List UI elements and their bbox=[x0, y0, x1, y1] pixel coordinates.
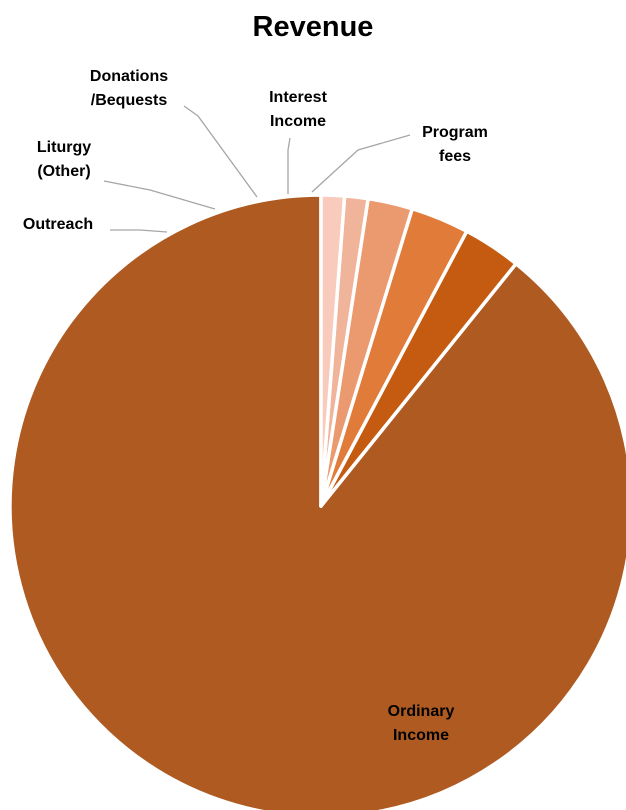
slice-label-outreach: Outreach bbox=[23, 216, 93, 233]
slice-label-line: Liturgy bbox=[37, 139, 91, 156]
slice-label-line: (Other) bbox=[37, 163, 90, 180]
leader-line-program-fees bbox=[311, 134, 411, 193]
slice-label-line: Income bbox=[270, 113, 326, 130]
chart-title: Revenue bbox=[253, 11, 374, 43]
slice-label-program-fees: Program fees bbox=[422, 124, 488, 165]
pie-slice-program-fees bbox=[319, 193, 347, 508]
pie-slice-ordinary-income bbox=[8, 193, 626, 810]
leader-line-liturgy-other bbox=[103, 180, 216, 210]
slice-label-ordinary-income: Ordinary Income bbox=[388, 703, 455, 744]
slice-label-line: Income bbox=[393, 727, 449, 744]
slice-label-interest-income: Interest Income bbox=[269, 89, 327, 130]
slice-label-line: Interest bbox=[269, 89, 327, 106]
leader-lines-layer bbox=[103, 105, 411, 233]
slice-label-liturgy-other: Liturgy (Other) bbox=[37, 139, 91, 180]
leader-line-donations-bequests bbox=[183, 105, 258, 198]
slice-label-donations-bequests: Donations/Bequests bbox=[90, 68, 168, 109]
slice-label-line: fees bbox=[439, 148, 471, 165]
slice-label-line: Program bbox=[422, 124, 488, 141]
slice-label-line: Outreach bbox=[23, 216, 93, 233]
slice-label-line: /Bequests bbox=[91, 92, 168, 109]
slice-label-line: Donations bbox=[90, 68, 168, 85]
leader-line-interest-income bbox=[287, 137, 291, 194]
labels-layer: Ordinary Income Outreach Liturgy (Other) Dona… bbox=[23, 68, 488, 744]
slice-label-line: Ordinary bbox=[388, 703, 455, 720]
slices-layer bbox=[8, 193, 626, 810]
leader-line-outreach bbox=[110, 229, 168, 233]
